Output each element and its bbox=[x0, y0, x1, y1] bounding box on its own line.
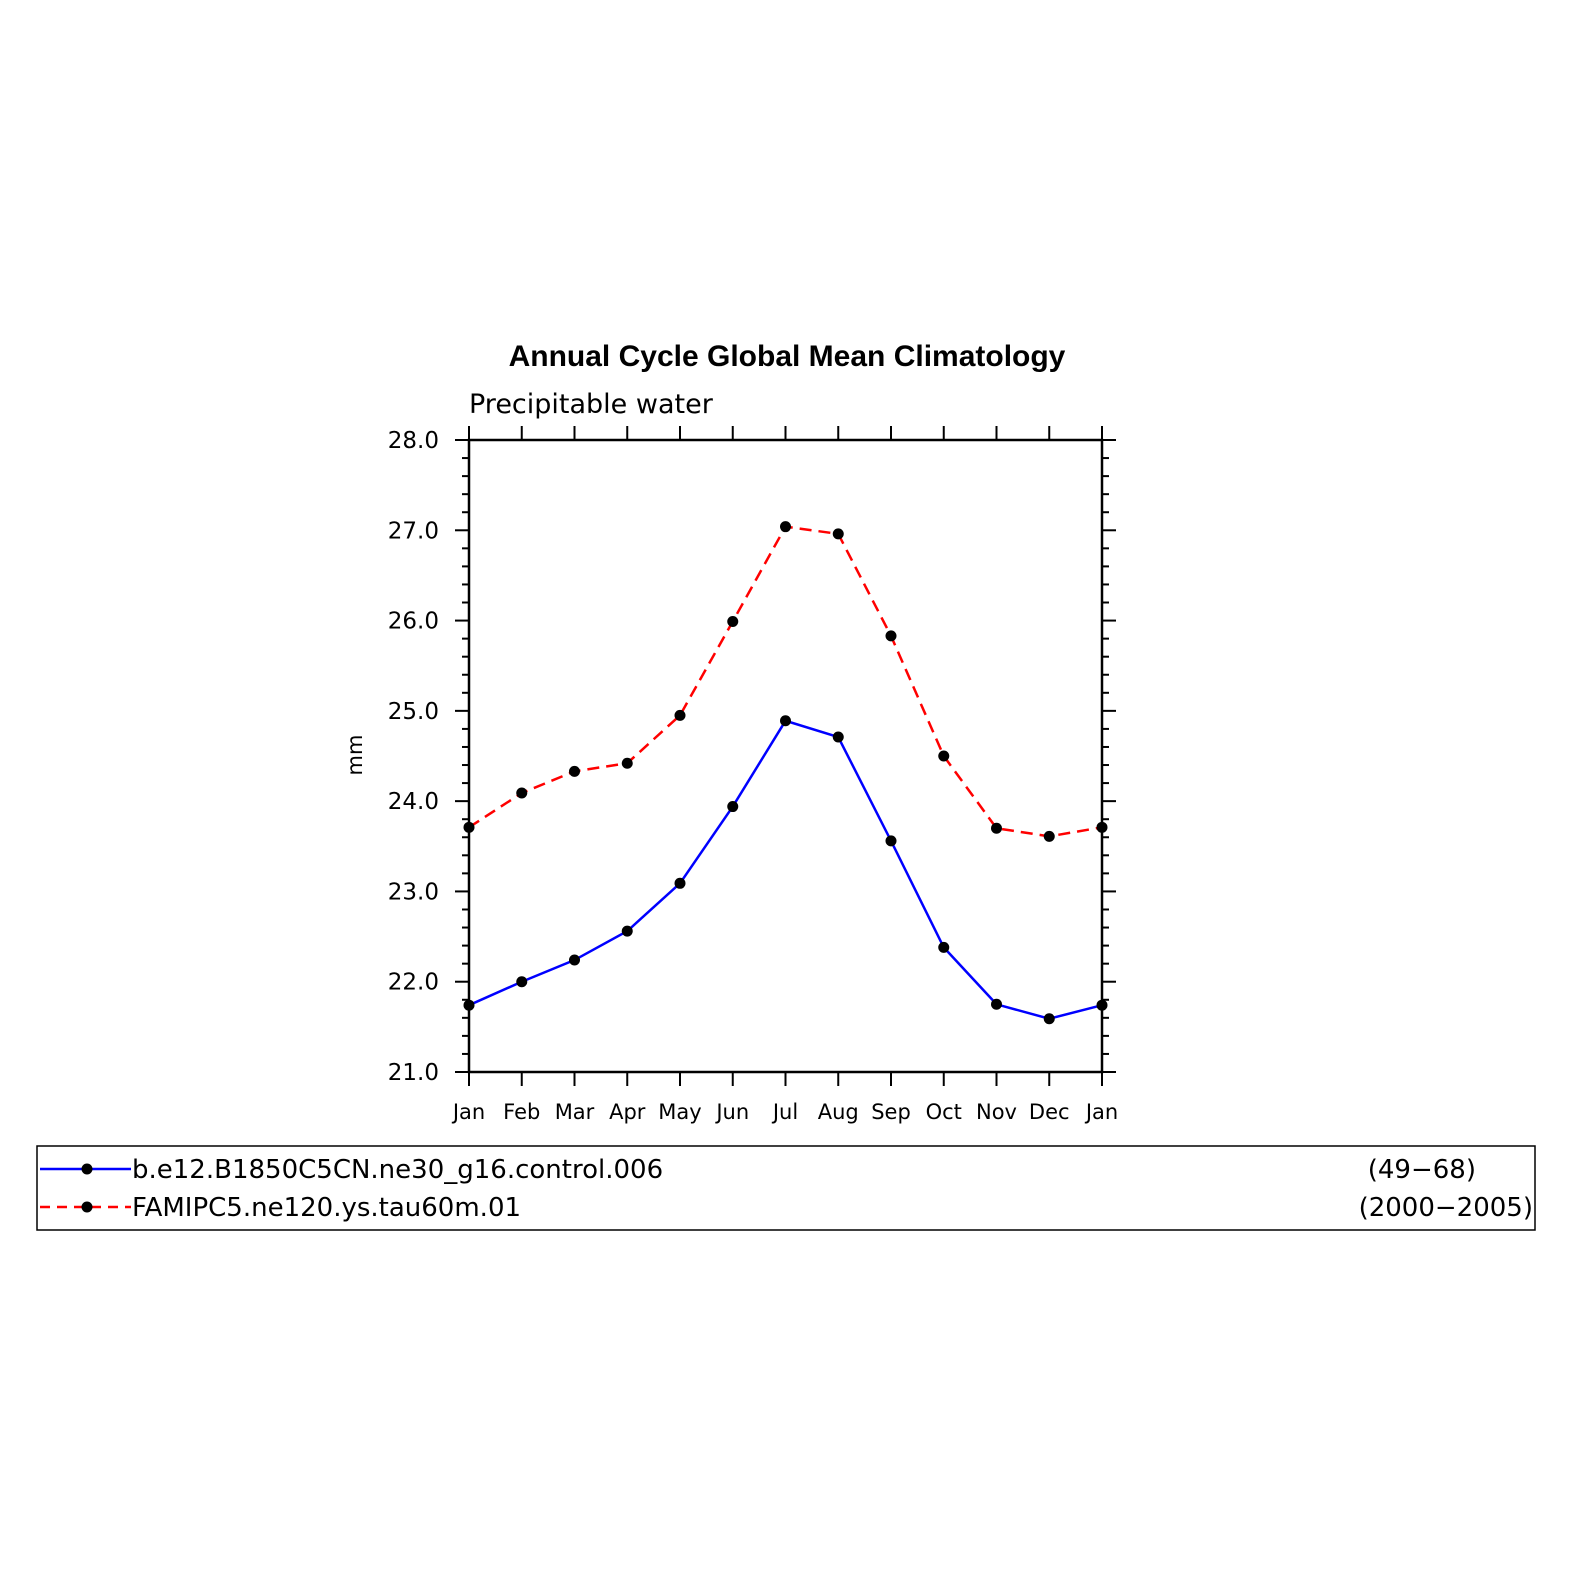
series-points bbox=[463, 521, 1108, 1025]
series-1-point bbox=[1043, 1013, 1055, 1025]
y-tick-label: 23.0 bbox=[388, 879, 439, 905]
legend: b.e12.B1850C5CN.ne30_g16.control.006 (49… bbox=[36, 1145, 1536, 1231]
series-1-point bbox=[832, 731, 844, 743]
x-tick-label: Jan bbox=[1084, 1100, 1118, 1124]
chart-subtitle: Precipitable water bbox=[469, 389, 714, 420]
series-lines bbox=[468, 525, 1103, 1021]
x-tick-label: May bbox=[658, 1100, 701, 1124]
x-tick-label: Aug bbox=[818, 1100, 859, 1124]
series-2-point bbox=[1043, 830, 1055, 842]
series-2-point bbox=[463, 821, 475, 833]
series-2-point bbox=[938, 750, 950, 762]
series-1-point bbox=[727, 801, 739, 813]
legend-marker-series-1 bbox=[81, 1163, 93, 1175]
series-1-point bbox=[674, 877, 686, 889]
series-1-point bbox=[885, 835, 897, 847]
series-1-point bbox=[991, 998, 1002, 1010]
y-axis-label: mm bbox=[343, 735, 367, 776]
legend-label-series-2: FAMIPC5.ne120.ys.tau60m.01 bbox=[132, 1193, 521, 1223]
series-2-point bbox=[674, 709, 686, 721]
series-line-1 bbox=[468, 719, 1103, 1021]
y-tick-label: 27.0 bbox=[388, 518, 439, 544]
series-line-2 bbox=[468, 525, 1103, 838]
legend-label-series-1: b.e12.B1850C5CN.ne30_g16.control.006 bbox=[132, 1155, 663, 1185]
y-tick-label: 22.0 bbox=[388, 970, 439, 996]
x-tick-label: Jul bbox=[771, 1100, 798, 1124]
plot-frame bbox=[467, 438, 1104, 1074]
series-1-point bbox=[516, 976, 528, 988]
legend-marker-series-2 bbox=[81, 1201, 93, 1213]
x-tick-label: Jun bbox=[714, 1100, 749, 1124]
x-tick-label: Nov bbox=[976, 1100, 1017, 1124]
y-tick-label: 25.0 bbox=[388, 699, 439, 725]
series-1-point bbox=[1096, 999, 1108, 1011]
x-tick-label: Apr bbox=[609, 1100, 646, 1124]
series-1-point bbox=[938, 941, 950, 953]
y-tick-labels: 21.0 22.0 23.0 24.0 25.0 26.0 27.0 28.0 bbox=[388, 428, 439, 1086]
x-tick-label: Feb bbox=[503, 1100, 540, 1124]
x-tick-label: Mar bbox=[555, 1100, 595, 1124]
x-tick-labels: Jan Feb Mar Apr May Jun Jul Aug Sep Oct Nov Dec Jan bbox=[451, 1100, 1118, 1124]
series-1-point bbox=[569, 954, 580, 966]
chart-title: Annual Cycle Global Mean Climatology bbox=[509, 340, 1066, 373]
series-2-point bbox=[727, 615, 739, 627]
y-tick-label: 26.0 bbox=[388, 609, 439, 635]
y-tick-label: 21.0 bbox=[388, 1060, 439, 1086]
series-2-point bbox=[621, 757, 633, 769]
y-tick-label: 28.0 bbox=[388, 428, 439, 454]
legend-years-series-1: (49−68) bbox=[1368, 1155, 1476, 1185]
series-1-point bbox=[463, 999, 475, 1011]
series-2-point bbox=[516, 787, 528, 799]
series-2-point bbox=[885, 630, 897, 642]
legend-box bbox=[36, 1145, 1536, 1231]
legend-years-series-2: (2000−2005) bbox=[1359, 1193, 1533, 1223]
series-2-point bbox=[991, 822, 1002, 834]
x-tick-label: Jan bbox=[451, 1100, 485, 1124]
x-tick-label: Sep bbox=[871, 1100, 911, 1124]
series-2-point bbox=[1096, 821, 1108, 833]
series-1-point bbox=[780, 715, 791, 727]
y-tick-label: 24.0 bbox=[388, 789, 439, 815]
series-2-point bbox=[780, 521, 791, 533]
x-tick-label: Oct bbox=[926, 1100, 962, 1124]
series-2-point bbox=[569, 765, 580, 777]
axis-ticks bbox=[455, 426, 1116, 1086]
series-1-point bbox=[621, 925, 633, 937]
x-tick-label: Dec bbox=[1029, 1100, 1070, 1124]
series-2-point bbox=[832, 528, 844, 540]
